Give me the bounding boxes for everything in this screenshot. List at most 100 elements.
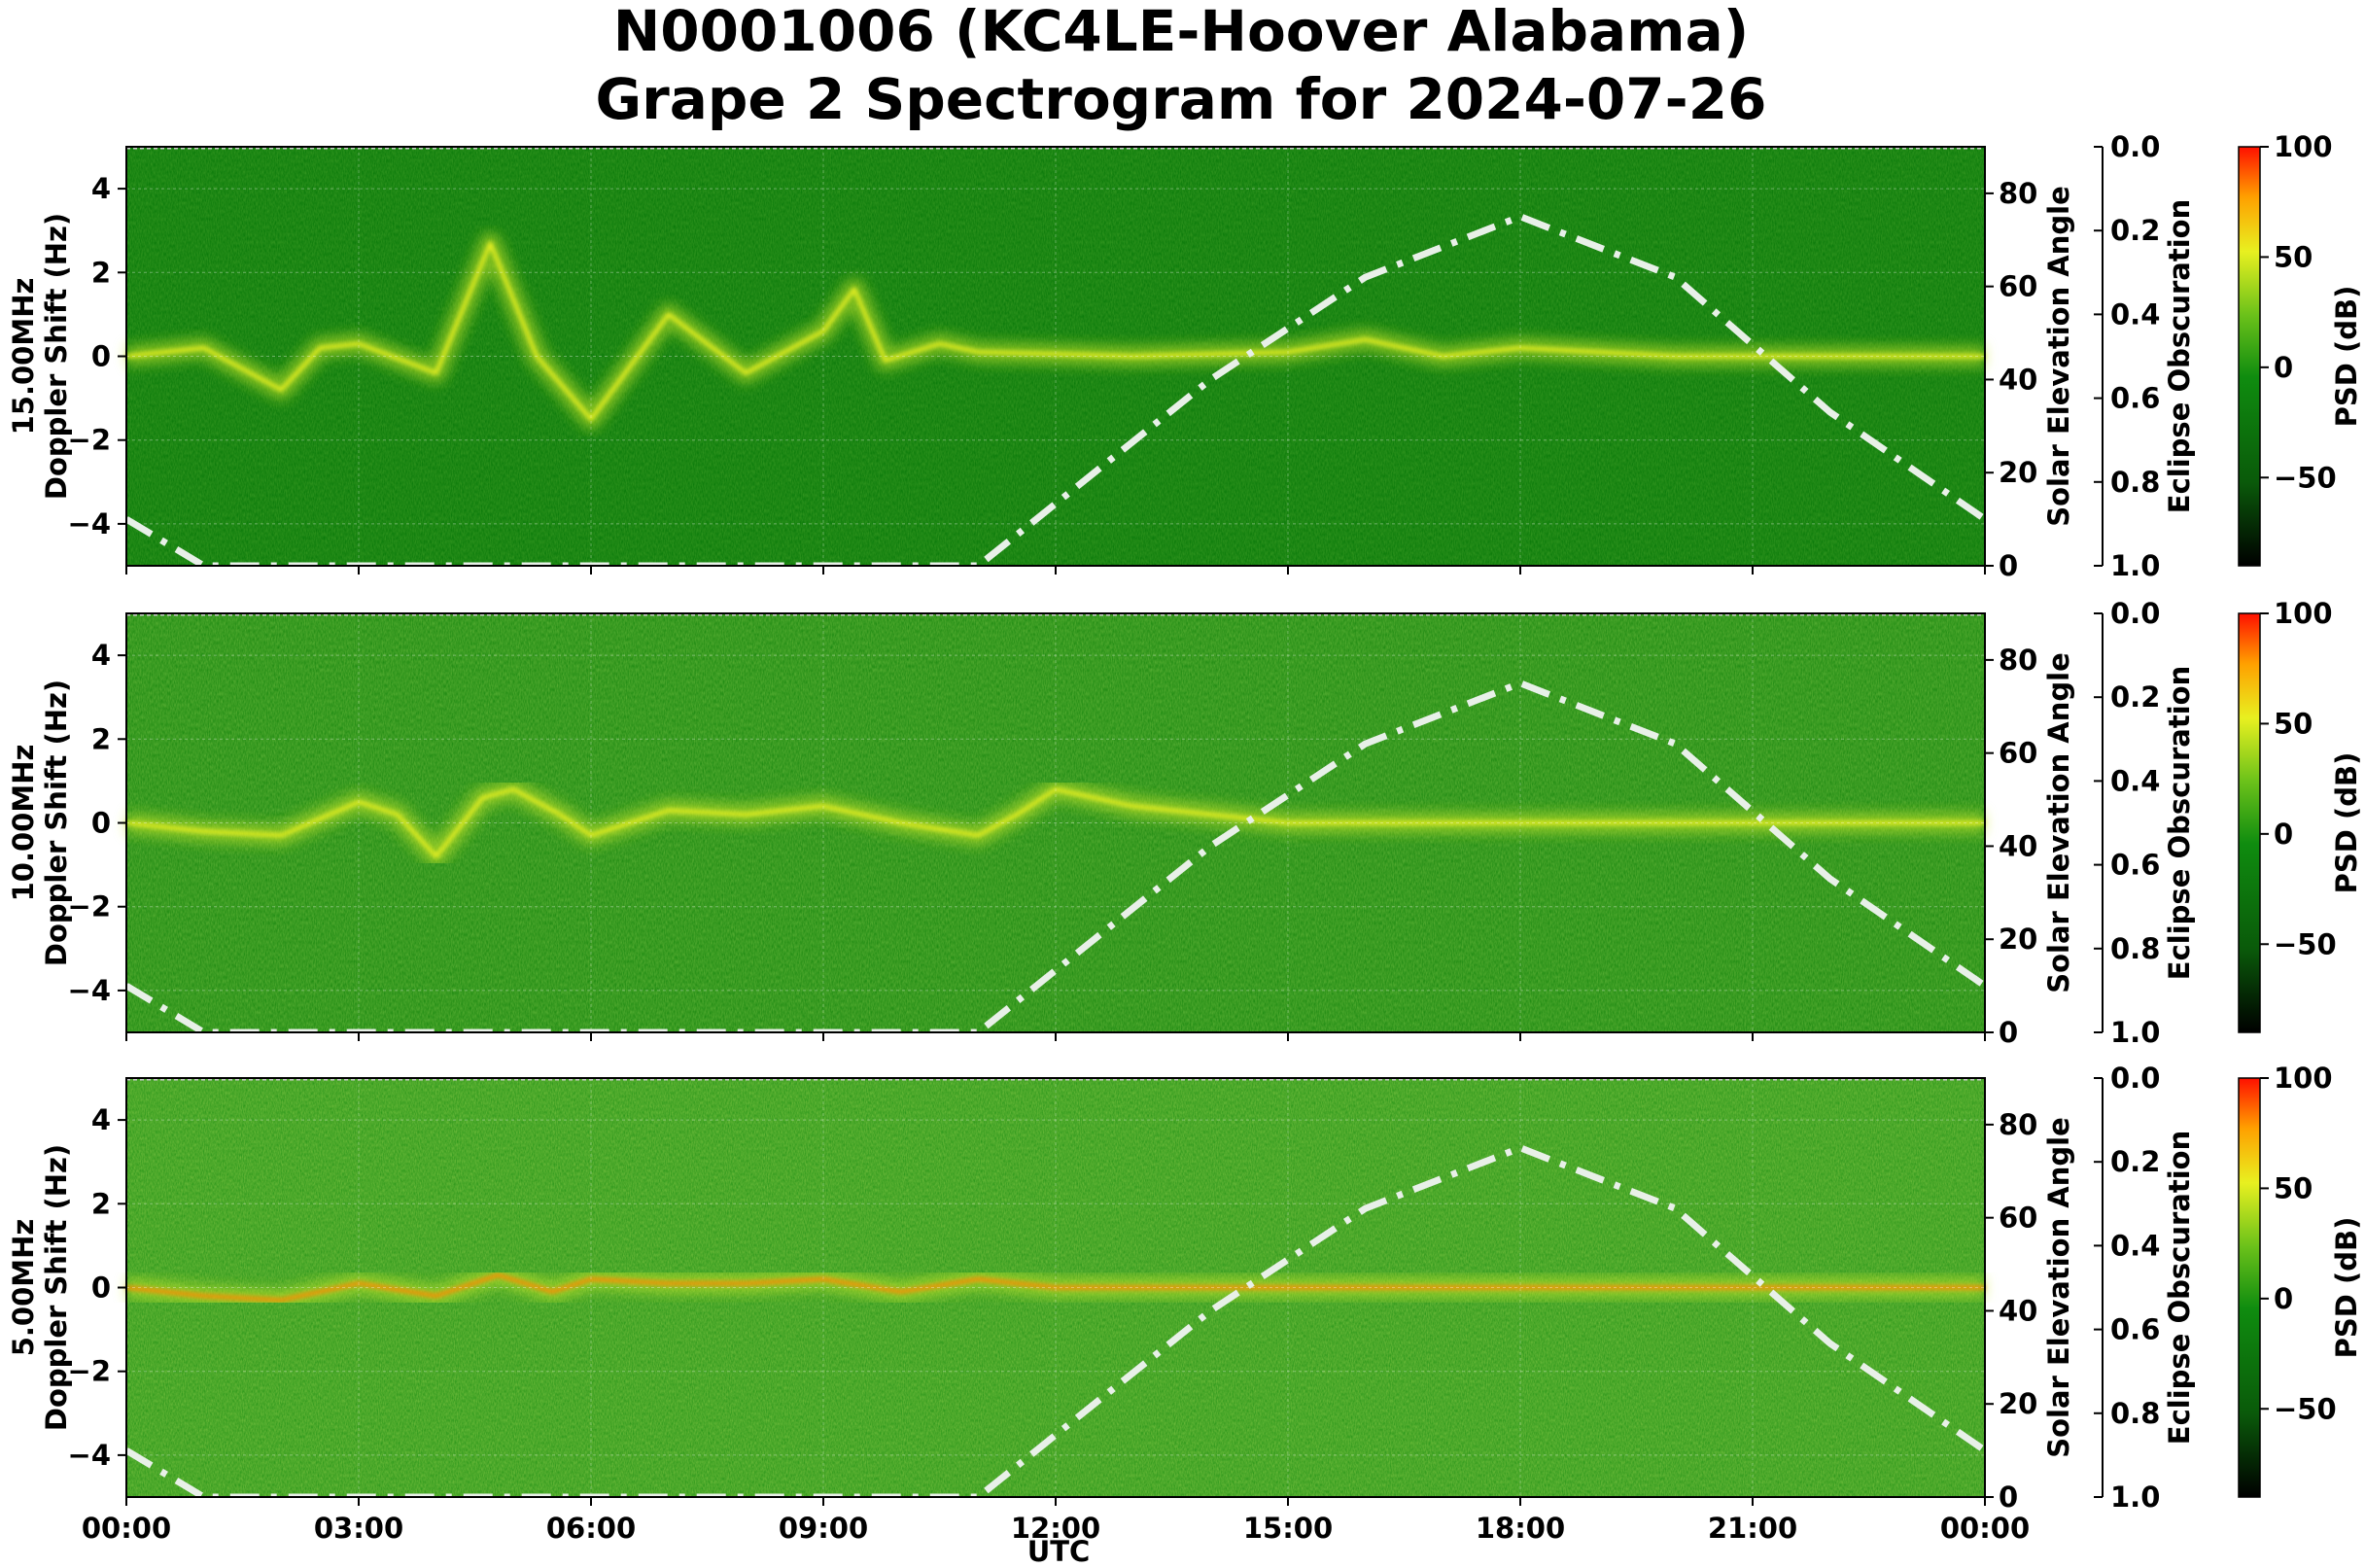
y2-tick-label: 0 <box>1999 1016 2018 1049</box>
y2-tick-label: 40 <box>1999 829 2037 862</box>
y-tick-label: 0 <box>91 1272 111 1305</box>
y2-tick-label: 40 <box>1999 1294 2037 1327</box>
colorbar-label: PSD (dB) <box>2330 1217 2363 1359</box>
y2-label-group: Solar Elevation Angle <box>2042 652 2075 993</box>
eclipse-tick-label: 0.2 <box>2110 1145 2160 1178</box>
y-tick-label: −2 <box>68 424 111 457</box>
y2-tick-label: 40 <box>1999 363 2037 396</box>
eclipse-tick-label: 0.0 <box>2110 130 2160 163</box>
colorbar-tick-label: −50 <box>2274 1392 2337 1425</box>
x-tick-label: 12:00 <box>1011 1512 1100 1545</box>
x-tick-label: 00:00 <box>82 1512 171 1545</box>
eclipse-tick-label: 0.4 <box>2110 1229 2160 1262</box>
y-tick-label: 4 <box>91 1103 111 1136</box>
solar-elevation-line <box>126 1144 1985 1497</box>
eclipse-tick-label: 0.8 <box>2110 466 2160 499</box>
colorbar-tick-label: 100 <box>2274 130 2333 163</box>
eclipse-tick-label: 0.0 <box>2110 597 2160 630</box>
colorbar-tick-label: 0 <box>2274 1282 2293 1315</box>
eclipse-tick-label: 0.4 <box>2110 764 2160 797</box>
eclipse-axis-label: Eclipse Obscuration <box>2163 666 2196 980</box>
y2-label-group: Solar Elevation Angle <box>2042 186 2075 527</box>
y2-tick-label: 20 <box>1999 923 2037 956</box>
y3-label-group: Eclipse Obscuration <box>2163 666 2196 980</box>
y-tick-label: 2 <box>91 722 111 755</box>
eclipse-tick-label: 1.0 <box>2110 549 2160 582</box>
x-tick-label: 18:00 <box>1476 1512 1565 1545</box>
colorbar-label: PSD (dB) <box>2330 752 2363 894</box>
x-tick-label: 06:00 <box>546 1512 636 1545</box>
eclipse-axis-label: Eclipse Obscuration <box>2163 1131 2196 1445</box>
eclipse-tick-label: 0.2 <box>2110 214 2160 247</box>
y-tick-label: 4 <box>91 639 111 672</box>
y2-tick-label: 0 <box>1999 1481 2018 1514</box>
y-tick-label: −2 <box>68 890 111 923</box>
y2-axis-label: Solar Elevation Angle <box>2042 186 2075 527</box>
colorbar-tick-label: 100 <box>2274 597 2333 630</box>
y-axis-label: Doppler Shift (Hz) <box>40 679 73 966</box>
colorbar <box>2238 146 2261 567</box>
y2-tick-label: 20 <box>1999 456 2037 489</box>
colorbar <box>2238 612 2261 1033</box>
eclipse-tick-label: 1.0 <box>2110 1016 2160 1049</box>
x-tick-label: 00:00 <box>1940 1512 2030 1545</box>
y2-tick-label: 0 <box>1999 549 2018 582</box>
y2-label-group: Solar Elevation Angle <box>2042 1117 2075 1458</box>
y-tick-label: 2 <box>91 1187 111 1220</box>
doppler-trace <box>125 787 1985 858</box>
colorbar-tick-label: −50 <box>2274 461 2337 494</box>
y-axis-label-group: 10.00MHz Doppler Shift (Hz) <box>7 679 73 966</box>
colorbar-tick-label: 0 <box>2274 351 2293 384</box>
y-tick-label: −4 <box>68 1439 111 1472</box>
frequency-label: 10.00MHz <box>7 745 40 902</box>
doppler-trace <box>125 241 1985 422</box>
eclipse-tick-label: 0.0 <box>2110 1062 2160 1095</box>
y-axis-label: Doppler Shift (Hz) <box>40 213 73 500</box>
colorbar-tick-label: −50 <box>2274 927 2337 960</box>
y2-axis-label: Solar Elevation Angle <box>2042 1117 2075 1458</box>
y-axis-label: Doppler Shift (Hz) <box>40 1144 73 1431</box>
colorbar-label: PSD (dB) <box>2330 286 2363 428</box>
eclipse-tick-label: 0.8 <box>2110 932 2160 965</box>
colorbar <box>2238 1077 2261 1498</box>
y-tick-label: 0 <box>91 340 111 373</box>
y-tick-label: −2 <box>68 1355 111 1388</box>
x-axis-label: UTC <box>1027 1535 1091 1568</box>
y2-tick-label: 60 <box>1999 737 2037 770</box>
y2-axis-label: Solar Elevation Angle <box>2042 652 2075 993</box>
y-tick-label: −4 <box>68 974 111 1007</box>
y-axis-label-group: 5.00MHz Doppler Shift (Hz) <box>7 1144 73 1431</box>
eclipse-axis-label: Eclipse Obscuration <box>2163 199 2196 513</box>
y3-label-group: Eclipse Obscuration <box>2163 1131 2196 1445</box>
eclipse-tick-label: 0.2 <box>2110 680 2160 714</box>
y-tick-label: 2 <box>91 256 111 289</box>
cbar-label-group: PSD (dB) <box>2330 1217 2363 1359</box>
y-axis-label-group: 15.00MHz Doppler Shift (Hz) <box>7 213 73 500</box>
solar-elevation-line <box>126 679 1985 1032</box>
y2-tick-label: 80 <box>1999 177 2037 210</box>
eclipse-tick-label: 0.6 <box>2110 849 2160 882</box>
y2-tick-label: 60 <box>1999 270 2037 303</box>
solar-elevation-line <box>126 213 1985 566</box>
y-tick-label: −4 <box>68 507 111 540</box>
eclipse-tick-label: 0.8 <box>2110 1397 2160 1430</box>
x-tick-label: 15:00 <box>1243 1512 1333 1545</box>
colorbar-tick-label: 100 <box>2274 1062 2333 1095</box>
colorbar-tick-label: 50 <box>2274 1171 2313 1204</box>
colorbar-tick-label: 50 <box>2274 707 2313 740</box>
eclipse-tick-label: 0.4 <box>2110 297 2160 331</box>
colorbar-tick-label: 50 <box>2274 240 2313 273</box>
eclipse-tick-label: 0.6 <box>2110 1313 2160 1346</box>
y2-tick-label: 60 <box>1999 1202 2037 1235</box>
cbar-label-group: PSD (dB) <box>2330 286 2363 428</box>
x-tick-label: 03:00 <box>314 1512 403 1545</box>
x-tick-label: 09:00 <box>779 1512 868 1545</box>
eclipse-tick-label: 0.6 <box>2110 382 2160 415</box>
eclipse-tick-label: 1.0 <box>2110 1481 2160 1514</box>
y3-label-group: Eclipse Obscuration <box>2163 199 2196 513</box>
